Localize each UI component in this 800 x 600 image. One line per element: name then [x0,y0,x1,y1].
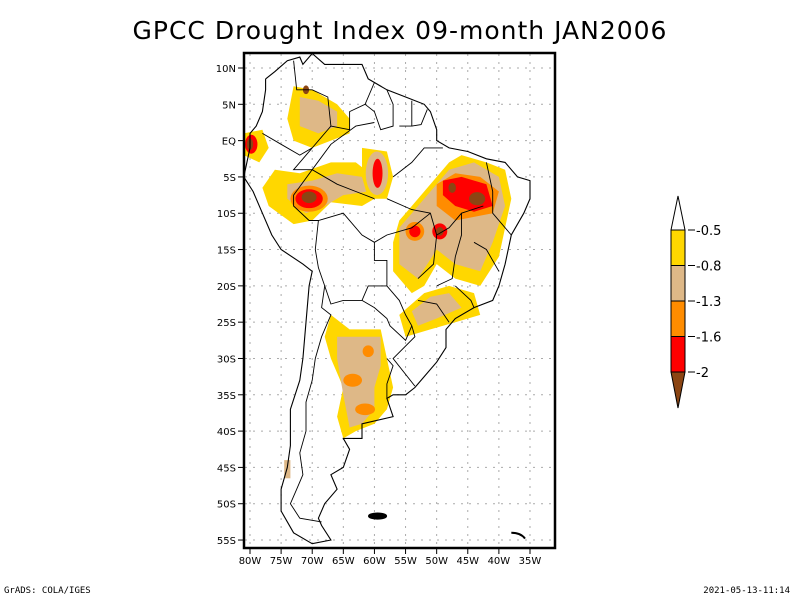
lat-tick-label: 45S [217,463,236,474]
colorbar-segment [671,230,685,266]
lon-tick-label: 75W [270,556,293,567]
lat-tick-label: 30S [217,354,236,365]
drought-area-extreme [448,183,455,193]
country-border [393,148,443,177]
coastline [244,54,530,544]
falkland-islands [369,513,387,519]
lat-tick-label: 5S [223,173,236,184]
colorbar-label: -0.8 [696,260,721,275]
colorbar-arrow-top [671,196,685,230]
lon-tick-label: 55W [394,556,417,567]
footer-timestamp: 2021-05-13-11:14 [703,586,790,596]
lon-tick-label: 50W [425,556,448,567]
lon-tick-label: 40W [488,556,511,567]
lon-tick-label: 80W [239,556,262,567]
country-border [315,221,387,305]
colorbar-arrow-bottom [671,372,685,408]
lat-tick-label: EQ [222,137,236,148]
map-figure: 10N5NEQ5S10S15S20S25S30S35S40S45S50S55S … [0,0,800,600]
drought-area-level3 [363,345,374,357]
south-georgia [511,533,525,539]
lat-tick-label: 5N [222,100,236,111]
colorbar-segment [671,266,685,302]
lat-tick-label: 55S [217,536,236,547]
country-border [412,109,428,126]
lon-tick-label: 35W [519,556,542,567]
drought-area-level4 [373,159,383,188]
drought-area-level3 [355,404,375,416]
latitude-axis: 10N 5N EQ 5S 10S 15S 20S 25S 30S 35S 40S 45S 50S 55S [216,64,244,547]
footer-credit: GrADS: COLA/IGES [4,586,91,596]
lon-tick-label: 45W [456,556,479,567]
colorbar-segment [671,301,685,337]
colorbar: -0.5 -0.8 -1.3 -1.6 -2 [671,196,721,408]
colorbar-segment [671,337,685,373]
lat-tick-label: 40S [217,427,236,438]
lat-tick-label: 35S [217,391,236,402]
drought-shading [244,85,512,478]
colorbar-label: -1.6 [696,331,721,346]
lat-tick-label: 15S [217,246,236,257]
longitude-axis: 80W 75W 70W 65W 60W 55W 50W 45W 40W 35W [239,548,542,567]
colorbar-label: -2 [696,366,709,381]
lat-tick-label: 50S [217,500,236,511]
lon-tick-label: 70W [301,556,324,567]
colorbar-label: -0.5 [696,224,721,239]
lon-tick-label: 60W [363,556,386,567]
lat-tick-label: 10S [217,209,236,220]
continent-outline [244,54,530,544]
colorbar-label: -1.3 [696,295,721,310]
country-border [290,286,331,522]
lat-tick-label: 25S [217,318,236,329]
drought-area-extreme [302,191,317,203]
drought-area-extreme [469,192,485,205]
lat-tick-label: 10N [216,64,236,75]
lon-tick-label: 65W [332,556,355,567]
drought-area-level4 [409,226,420,238]
drought-area-level3 [343,374,362,387]
lat-tick-label: 20S [217,282,236,293]
